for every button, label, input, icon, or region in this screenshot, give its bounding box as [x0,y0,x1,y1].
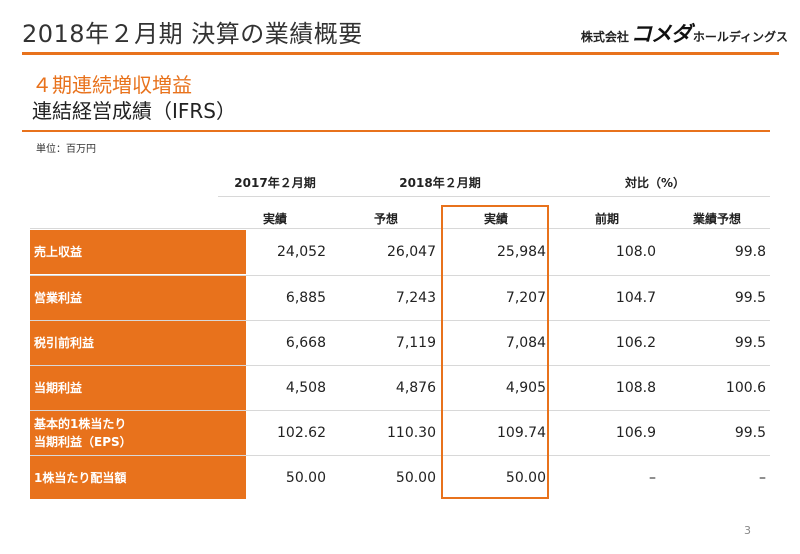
cell-eps-2017: 102.62 [277,425,326,441]
cell-pretax-vs-forecast: 99.5 [734,335,766,351]
cell-revenue-yoy: 108.0 [615,244,656,260]
row-divider [30,365,770,366]
headline: ４期連続増収増益 [32,73,192,97]
cell-revenue-2018: 25,984 [497,244,546,260]
row-label-operating-profit: 営業利益 [30,276,246,320]
page-number: 3 [744,524,751,537]
cell-dividend-forecast: 50.00 [395,470,436,486]
cell-eps-yoy: 106.9 [615,425,656,441]
cell-pretax-yoy: 106.2 [615,335,656,351]
period-header-2018: 2018年２月期 [399,176,481,190]
cell-operating-forecast: 7,243 [395,290,436,306]
cell-dividend-2018: 50.00 [505,470,546,486]
cell-eps-vs-forecast: 99.5 [734,425,766,441]
cell-eps-2018: 109.74 [497,425,546,441]
company-logo: 株式会社 コメダ ホールディングス [581,18,788,48]
section-title: 連結経営成績（IFRS） [32,99,236,123]
row-divider [30,228,770,229]
unit-label: 単位：百万円 [36,144,96,155]
row-divider [30,455,770,456]
title-divider [22,52,779,55]
row-label-revenue: 売上収益 [30,230,246,274]
actual-column-highlight [441,205,549,499]
row-divider [30,410,770,411]
cell-revenue-2017: 24,052 [277,244,326,260]
cell-revenue-forecast: 26,047 [387,244,436,260]
logo-brand: コメダ [630,22,692,46]
row-divider [30,320,770,321]
header-divider [218,196,770,197]
cell-net-2017: 4,508 [285,380,326,396]
cell-net-forecast: 4,876 [395,380,436,396]
period-header-comparison: 対比（%） [624,176,686,190]
cell-net-yoy: 108.8 [615,380,656,396]
cell-pretax-2018: 7,084 [505,335,546,351]
cell-pretax-2017: 6,668 [285,335,326,351]
col-header-2017-actual: 実績 [262,212,287,226]
cell-dividend-yoy: – [649,470,656,486]
row-label-eps: 基本的1株当たり 当期利益（EPS） [30,411,246,455]
row-label-net-profit: 当期利益 [30,366,246,410]
logo-prefix: 株式会社 [580,30,629,44]
cell-pretax-forecast: 7,119 [395,335,436,351]
cell-operating-2017: 6,885 [285,290,326,306]
row-label-eps-line2: 当期利益（EPS） [34,435,132,449]
page-title: 2018年２月期 決算の業績概要 [22,20,363,48]
cell-operating-vs-forecast: 99.5 [734,290,766,306]
cell-net-vs-forecast: 100.6 [725,380,766,396]
section-divider [22,130,770,132]
col-header-2018-actual: 実績 [483,212,508,226]
cell-revenue-vs-forecast: 99.8 [734,244,766,260]
cell-net-2018: 4,905 [505,380,546,396]
col-header-vs-forecast: 業績予想 [692,212,741,226]
logo-suffix: ホールディングス [692,30,788,44]
col-header-yoy: 前期 [594,212,619,226]
cell-eps-forecast: 110.30 [387,425,436,441]
row-divider [30,275,770,276]
period-header-2017: 2017年２月期 [234,176,316,190]
col-header-2018-forecast: 予想 [373,212,398,226]
cell-dividend-2017: 50.00 [285,470,326,486]
row-label-dividend: 1株当たり配当額 [30,456,246,499]
row-label-eps-line1: 基本的1株当たり [34,417,127,431]
cell-dividend-vs-forecast: – [759,470,766,486]
cell-operating-2018: 7,207 [505,290,546,306]
row-label-pretax-profit: 税引前利益 [30,321,246,365]
cell-operating-yoy: 104.7 [615,290,656,306]
